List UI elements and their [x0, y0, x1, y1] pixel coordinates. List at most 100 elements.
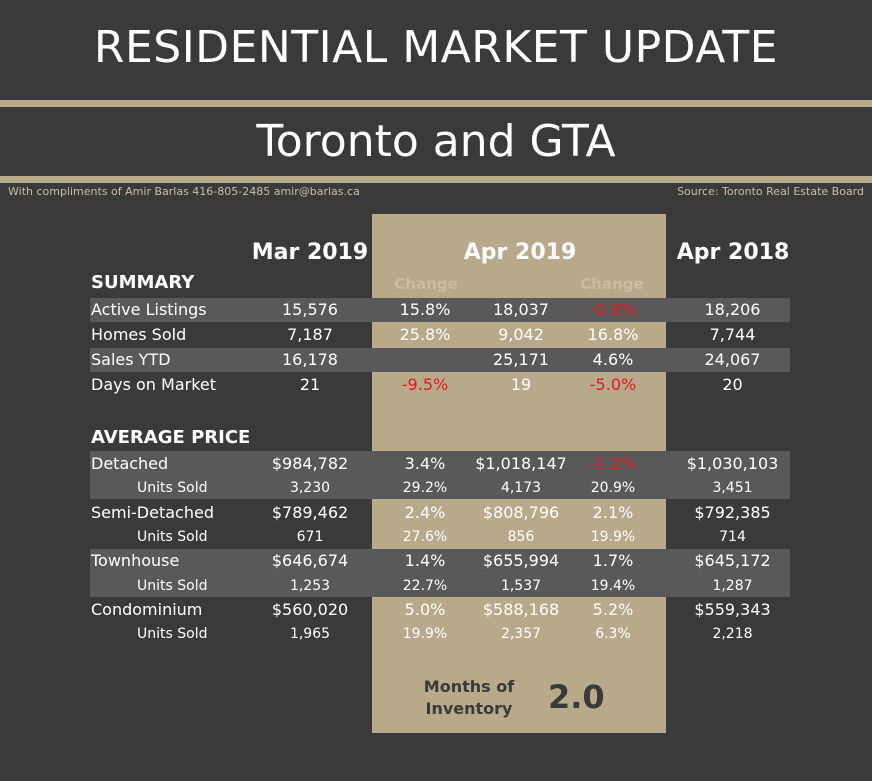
change-yoy: 4.6% [592, 350, 634, 369]
change-yoy: 1.7% [592, 551, 634, 570]
row-label: Units Sold [137, 529, 208, 545]
page-title: RESIDENTIAL MARKET UPDATE [93, 22, 779, 73]
value-mar-2019: 3,230 [289, 480, 331, 496]
table-row: Semi-Detached $789,462 2.4% $808,796 2.1% $79… [0, 501, 872, 525]
row-band [90, 451, 790, 499]
row-label: Sales YTD [91, 350, 171, 369]
section-summary-heading: SUMMARY [91, 272, 195, 293]
credit-line: With compliments of Amir Barlas 416-805-… [8, 185, 360, 198]
value-mar-2019: $984,782 [271, 454, 349, 473]
change-mom: 19.9% [402, 626, 448, 642]
value-mar-2019: 15,576 [282, 300, 338, 319]
change-mom: 22.7% [402, 578, 448, 594]
value-apr-2018: 7,744 [709, 325, 756, 344]
table-row: Units Sold 3,230 29.2% 4,173 20.9% 3,451 [0, 476, 872, 500]
col-header-apr-2019: Apr 2019 [463, 240, 577, 265]
value-apr-2018: 2,218 [712, 626, 753, 642]
change-yoy: 19.9% [590, 529, 636, 545]
value-apr-2018: 1,287 [712, 578, 753, 594]
change-mom: 15.8% [399, 300, 451, 319]
col-header-change-mom: Change [394, 275, 458, 293]
col-header-mar-2019: Mar 2019 [251, 240, 369, 265]
row-label: Townhouse [91, 551, 180, 570]
months-of-inventory-label: Months of Inventory [423, 677, 515, 718]
row-label: Homes Sold [91, 325, 187, 344]
title-divider-top [0, 100, 872, 107]
page-subtitle: Toronto and GTA [256, 116, 616, 167]
change-mom: 1.4% [404, 551, 446, 570]
row-label: Units Sold [137, 578, 208, 594]
value-mar-2019: 1,965 [289, 626, 331, 642]
table-row: Townhouse $646,674 1.4% $655,994 1.7% $645,17… [0, 549, 872, 573]
value-mar-2019: 16,178 [282, 350, 338, 369]
value-mar-2019: $560,020 [271, 600, 349, 619]
change-yoy: 5.2% [592, 600, 634, 619]
change-mom: 25.8% [399, 325, 451, 344]
row-label: Days on Market [91, 375, 217, 394]
change-yoy: 16.8% [587, 325, 639, 344]
value-mar-2019: $789,462 [271, 503, 349, 522]
value-mar-2019: $646,674 [271, 551, 349, 570]
value-apr-2018: $1,030,103 [686, 454, 779, 473]
change-mom: 29.2% [402, 480, 448, 496]
change-mom: -9.5% [401, 375, 449, 394]
value-apr-2019: 4,173 [500, 480, 542, 496]
value-apr-2018: $792,385 [694, 503, 771, 522]
change-mom: 3.4% [404, 454, 446, 473]
table-row: Detached $984,782 3.4% $1,018,147 -1.2% $1,03… [0, 452, 872, 476]
change-yoy: 20.9% [590, 480, 636, 496]
change-yoy: -0.9% [589, 300, 637, 319]
row-band [90, 348, 790, 372]
row-label: Units Sold [137, 626, 208, 642]
value-mar-2019: 21 [299, 375, 321, 394]
value-apr-2018: 18,206 [704, 300, 761, 319]
table-row: Units Sold 671 27.6% 856 19.9% 714 [0, 525, 872, 549]
table-row: Condominium $560,020 5.0% $588,168 5.2% $559,… [0, 598, 872, 622]
value-apr-2019: $655,994 [482, 551, 560, 570]
change-mom: 27.6% [402, 529, 448, 545]
table-row: Sales YTD 16,178 25,171 4.6% 24,067 [0, 348, 872, 372]
table-row: Homes Sold 7,187 25.8% 9,042 16.8% 7,744 [0, 323, 872, 347]
col-header-change-yoy: Change [580, 275, 644, 293]
title-divider-bottom [0, 176, 872, 183]
value-apr-2018: 24,067 [704, 350, 761, 369]
change-yoy: 6.3% [595, 626, 631, 642]
value-apr-2019: $808,796 [482, 503, 560, 522]
value-apr-2019: 18,037 [493, 300, 549, 319]
value-apr-2019: 9,042 [498, 325, 544, 344]
value-apr-2018: 20 [722, 375, 743, 394]
value-mar-2019: 1,253 [289, 578, 331, 594]
row-band [90, 549, 790, 597]
value-apr-2019: 1,537 [500, 578, 542, 594]
value-apr-2019: 19 [510, 375, 532, 394]
change-yoy: 19.4% [590, 578, 636, 594]
source-line: Source: Toronto Real Estate Board [677, 185, 864, 198]
row-band [90, 298, 790, 322]
row-label: Active Listings [91, 300, 207, 319]
change-yoy: 2.1% [592, 503, 634, 522]
table-row: Days on Market 21 -9.5% 19 -5.0% 20 [0, 373, 872, 397]
change-yoy: -5.0% [589, 375, 637, 394]
row-label: Units Sold [137, 480, 208, 496]
value-apr-2018: 3,451 [712, 480, 753, 496]
row-label: Semi-Detached [91, 503, 214, 522]
change-yoy: -1.2% [589, 454, 637, 473]
table-row: Active Listings 15,576 15.8% 18,037 -0.9% 18,… [0, 298, 872, 322]
value-apr-2019: $588,168 [482, 600, 560, 619]
value-apr-2018: 714 [719, 529, 746, 545]
value-apr-2018: $645,172 [694, 551, 771, 570]
col-header-apr-2018: Apr 2018 [676, 240, 790, 265]
value-apr-2019: 856 [507, 529, 535, 545]
value-apr-2019: $1,018,147 [475, 454, 567, 473]
months-of-inventory-value: 2.0 [548, 678, 605, 716]
value-mar-2019: 7,187 [287, 325, 333, 344]
change-mom: 5.0% [404, 600, 446, 619]
value-apr-2019: 25,171 [493, 350, 549, 369]
table-row: Units Sold 1,965 19.9% 2,357 6.3% 2,218 [0, 622, 872, 646]
row-label: Detached [91, 454, 169, 473]
row-label: Condominium [91, 600, 203, 619]
table-row: Units Sold 1,253 22.7% 1,537 19.4% 1,287 [0, 574, 872, 598]
change-mom: 2.4% [404, 503, 446, 522]
value-mar-2019: 671 [296, 529, 324, 545]
section-average-price-heading: AVERAGE PRICE [91, 427, 251, 448]
